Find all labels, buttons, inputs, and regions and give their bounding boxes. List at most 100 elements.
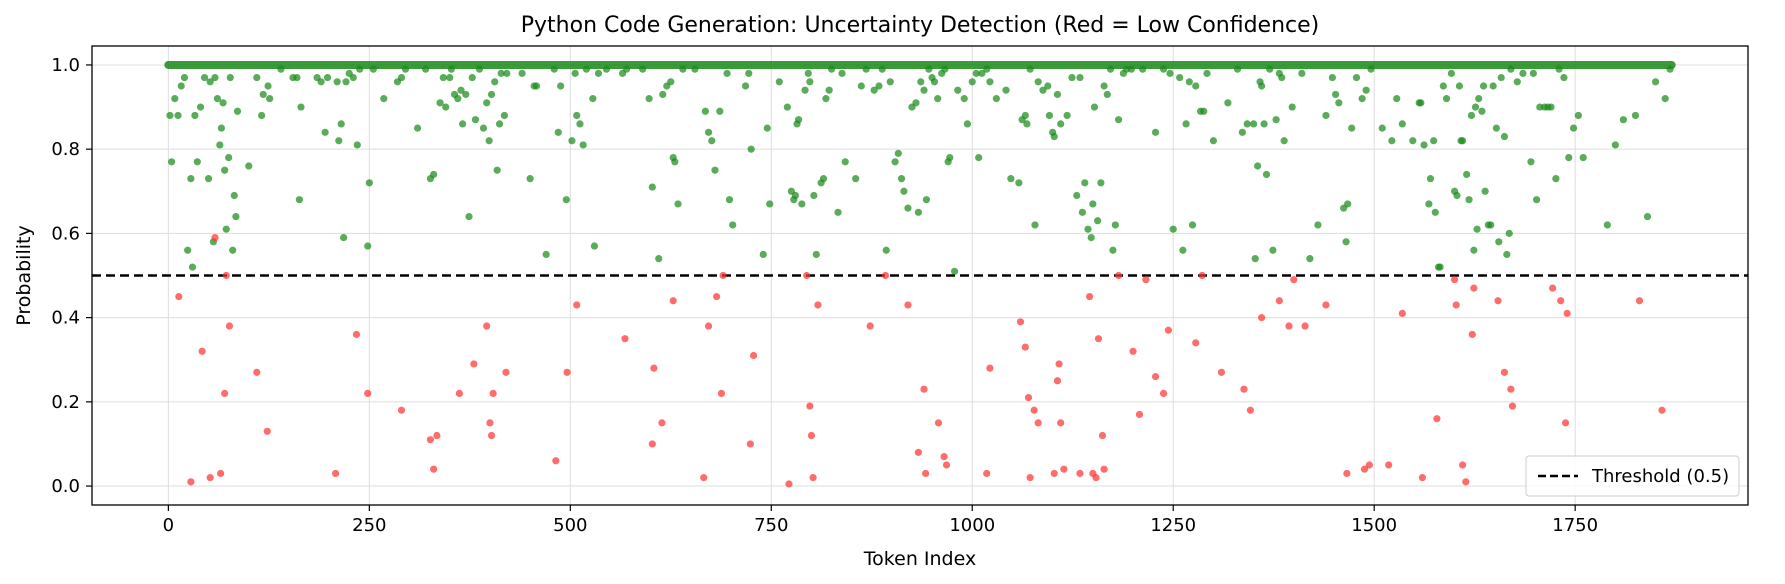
high-confidence-point <box>1243 120 1251 128</box>
high-confidence-point <box>1044 82 1052 90</box>
high-confidence-point <box>1560 73 1568 82</box>
high-confidence-point <box>500 111 508 120</box>
low-confidence-point <box>1433 415 1441 423</box>
high-confidence-point <box>1393 95 1401 103</box>
low-confidence-point <box>1343 469 1351 478</box>
low-confidence-point <box>803 271 811 280</box>
high-confidence-point <box>922 196 931 204</box>
high-confidence-point <box>568 137 576 145</box>
high-confidence-point <box>862 65 870 73</box>
low-confidence-point <box>1470 284 1478 292</box>
high-confidence-point <box>804 69 812 77</box>
low-confidence-point <box>263 427 271 435</box>
high-confidence-point <box>1495 238 1503 246</box>
low-confidence-point <box>1024 394 1033 402</box>
low-confidence-point <box>1290 276 1298 284</box>
high-confidence-point <box>1661 95 1669 103</box>
high-confidence-point <box>1081 179 1089 187</box>
high-confidence-point <box>1021 111 1029 120</box>
y-tick-label: 0.0 <box>51 476 80 497</box>
low-confidence-point <box>352 330 361 339</box>
low-confidence-point <box>487 431 496 440</box>
high-confidence-point <box>1529 69 1537 77</box>
low-confidence-point <box>1164 326 1172 334</box>
high-confidence-point <box>1447 69 1455 77</box>
legend: Threshold (0.5) <box>1525 455 1740 497</box>
low-confidence-point <box>1016 318 1025 326</box>
low-confidence-point <box>1094 335 1103 343</box>
high-confidence-point <box>954 86 962 94</box>
high-confidence-point <box>321 128 329 136</box>
high-confidence-point <box>1467 111 1476 120</box>
high-confidence-point <box>589 95 597 103</box>
high-confidence-point <box>1478 107 1486 115</box>
low-confidence-point <box>1398 309 1406 317</box>
low-confidence-point <box>922 469 930 478</box>
high-confidence-point <box>1068 73 1076 82</box>
low-confidence-point <box>1360 465 1369 473</box>
high-confidence-point <box>1417 99 1425 107</box>
low-confidence-point <box>1076 469 1084 478</box>
high-confidence-point <box>550 65 558 73</box>
high-confidence-point <box>1503 250 1511 259</box>
x-axis-label: Token Index <box>863 548 976 570</box>
high-confidence-point <box>1258 82 1266 90</box>
high-confidence-point <box>819 175 828 183</box>
x-tick-label: 500 <box>553 515 587 536</box>
low-confidence-point <box>807 431 816 440</box>
high-confidence-point <box>493 166 501 174</box>
low-confidence-point <box>1092 474 1100 482</box>
low-confidence-point <box>1418 474 1427 482</box>
high-confidence-point <box>295 196 304 204</box>
high-confidence-point <box>259 90 267 99</box>
low-confidence-point <box>1026 474 1034 482</box>
high-confidence-point <box>217 124 226 132</box>
low-confidence-point <box>700 474 708 482</box>
low-confidence-point <box>806 402 814 410</box>
low-confidence-point <box>502 368 510 376</box>
low-confidence-point <box>1050 469 1058 478</box>
low-confidence-point <box>426 436 435 444</box>
high-confidence-point <box>221 166 229 174</box>
high-confidence-point <box>1176 73 1184 82</box>
high-confidence-point <box>293 73 301 82</box>
high-confidence-point <box>1348 124 1356 132</box>
low-confidence-point <box>1365 461 1373 469</box>
high-confidence-point <box>526 175 534 183</box>
high-confidence-point <box>1278 73 1286 82</box>
high-confidence-point <box>1552 175 1560 183</box>
high-confidence-point <box>1430 137 1438 145</box>
high-confidence-point <box>497 69 505 77</box>
high-confidence-point <box>1513 78 1521 86</box>
low-confidence-point <box>785 480 793 488</box>
high-confidence-point <box>1442 95 1451 103</box>
high-confidence-point <box>468 73 476 82</box>
high-confidence-point <box>1254 162 1262 170</box>
legend-box <box>1525 455 1740 497</box>
high-confidence-point <box>213 95 222 103</box>
high-confidence-point <box>986 78 994 86</box>
x-tick-label: 1750 <box>1552 515 1598 536</box>
high-confidence-point <box>1298 69 1306 77</box>
high-confidence-point <box>266 95 274 103</box>
high-confidence-point <box>1409 137 1417 145</box>
high-confidence-point <box>1094 217 1102 225</box>
high-confidence-point <box>277 65 285 73</box>
low-confidence-point <box>1159 389 1168 398</box>
high-confidence-point <box>1519 69 1527 77</box>
high-confidence-point <box>1487 221 1495 229</box>
high-confidence-point <box>882 246 890 254</box>
high-confidence-point <box>1262 170 1271 179</box>
low-confidence-point <box>1385 461 1393 469</box>
high-confidence-point <box>188 263 197 271</box>
high-confidence-point <box>196 103 205 111</box>
high-confidence-point <box>1073 191 1081 200</box>
high-confidence-point <box>542 250 550 259</box>
low-confidence-point <box>1198 271 1206 280</box>
low-confidence-point <box>658 419 666 427</box>
high-confidence-point <box>1109 246 1117 254</box>
high-confidence-point <box>1203 69 1211 77</box>
high-confidence-point <box>671 158 679 166</box>
high-confidence-point <box>353 141 361 149</box>
high-confidence-point <box>1388 137 1396 145</box>
